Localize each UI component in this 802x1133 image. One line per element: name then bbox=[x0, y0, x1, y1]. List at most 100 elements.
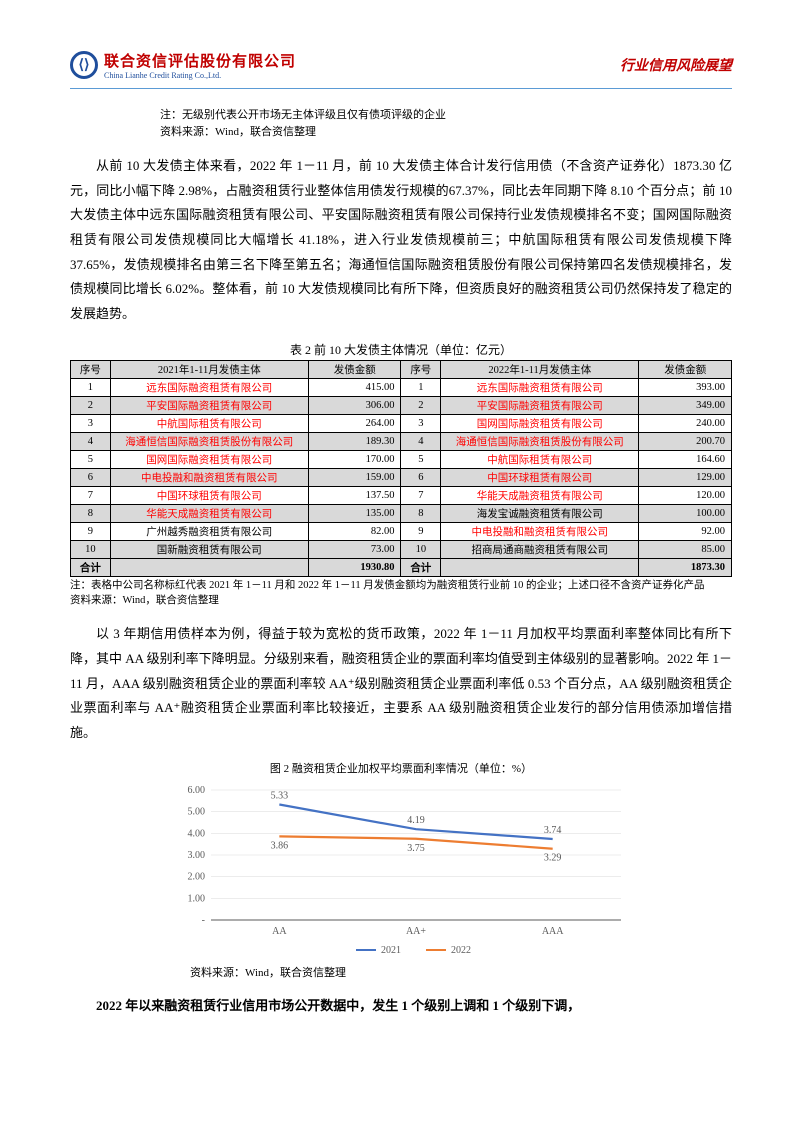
svg-text:AA: AA bbox=[272, 926, 287, 937]
table-cell: 415.00 bbox=[308, 378, 401, 396]
table-cell: 7 bbox=[401, 486, 441, 504]
table-cell: 349.00 bbox=[639, 396, 732, 414]
table-cell: 中航国际租赁有限公司 bbox=[110, 414, 308, 432]
table-cell: 中电投融和融资租赁有限公司 bbox=[441, 522, 639, 540]
table-cell: 3 bbox=[71, 414, 111, 432]
svg-text:3.75: 3.75 bbox=[407, 842, 425, 853]
table-cell: 4 bbox=[401, 432, 441, 450]
table-cell: 2 bbox=[71, 396, 111, 414]
table-cell: 3 bbox=[401, 414, 441, 432]
table-header: 2021年1-11月发债主体 bbox=[110, 360, 308, 378]
table-cell: 85.00 bbox=[639, 540, 732, 558]
table-cell: 华能天成融资租赁有限公司 bbox=[110, 504, 308, 522]
table-cell: 国网国际融资租赁有限公司 bbox=[110, 450, 308, 468]
table-cell: 92.00 bbox=[639, 522, 732, 540]
table-header: 2022年1-11月发债主体 bbox=[441, 360, 639, 378]
table-total-cell bbox=[110, 558, 308, 576]
note-line2: 资料来源：Wind，联合资信整理 bbox=[160, 124, 732, 141]
table-cell: 73.00 bbox=[308, 540, 401, 558]
table-cell: 200.70 bbox=[639, 432, 732, 450]
table-cell: 393.00 bbox=[639, 378, 732, 396]
table-cell: 129.00 bbox=[639, 468, 732, 486]
table-cell: 10 bbox=[71, 540, 111, 558]
svg-text:4.19: 4.19 bbox=[407, 815, 425, 826]
table-cell: 6 bbox=[71, 468, 111, 486]
table-cell: 264.00 bbox=[308, 414, 401, 432]
table-cell: 8 bbox=[71, 504, 111, 522]
logo-block: ⟨⟩ 联合资信评估股份有限公司 China Lianhe Credit Rati… bbox=[70, 50, 296, 80]
table-cell: 8 bbox=[401, 504, 441, 522]
table-cell: 招商局通商融资租赁有限公司 bbox=[441, 540, 639, 558]
table-total-cell: 合计 bbox=[71, 558, 111, 576]
table-cell: 189.30 bbox=[308, 432, 401, 450]
table-header: 序号 bbox=[71, 360, 111, 378]
page-header: ⟨⟩ 联合资信评估股份有限公司 China Lianhe Credit Rati… bbox=[70, 50, 732, 89]
svg-text:3.74: 3.74 bbox=[544, 825, 562, 836]
table-cell: 国新融资租赁有限公司 bbox=[110, 540, 308, 558]
table-cell: 159.00 bbox=[308, 468, 401, 486]
table-cell: 170.00 bbox=[308, 450, 401, 468]
table-header: 序号 bbox=[401, 360, 441, 378]
table-cell: 远东国际融资租赁有限公司 bbox=[110, 378, 308, 396]
table-cell: 中航国际租赁有限公司 bbox=[441, 450, 639, 468]
table-cell: 100.00 bbox=[639, 504, 732, 522]
paragraph-2: 以 3 年期信用债样本为例，得益于较为宽松的货币政策，2022 年 1－11 月… bbox=[70, 622, 732, 745]
table-cell: 海通恒信国际融资租赁股份有限公司 bbox=[110, 432, 308, 450]
table-cell: 广州越秀融资租赁有限公司 bbox=[110, 522, 308, 540]
table-cell: 远东国际融资租赁有限公司 bbox=[441, 378, 639, 396]
line-chart: 1.00 2.00 3.00 4.00 5.00 6.00 - AA AA+ AAA 5.33 4.1… bbox=[161, 780, 641, 960]
table-cell: 5 bbox=[71, 450, 111, 468]
svg-text:3.86: 3.86 bbox=[271, 840, 289, 851]
table-cell: 9 bbox=[401, 522, 441, 540]
table-cell: 7 bbox=[71, 486, 111, 504]
svg-text:AA+: AA+ bbox=[406, 926, 426, 937]
logo-cn: 联合资信评估股份有限公司 bbox=[104, 50, 296, 71]
svg-text:AAA: AAA bbox=[542, 926, 564, 937]
table-cell: 240.00 bbox=[639, 414, 732, 432]
svg-text:2022: 2022 bbox=[451, 945, 471, 956]
table-note-2: 资料来源：Wind，联合资信整理 bbox=[70, 595, 219, 606]
svg-text:1.00: 1.00 bbox=[188, 893, 206, 904]
svg-text:6.00: 6.00 bbox=[188, 785, 206, 796]
svg-text:3.29: 3.29 bbox=[544, 852, 562, 863]
chart-title: 图 2 融资租赁企业加权平均票面利率情况（单位：%） bbox=[70, 760, 732, 776]
table-header: 发债金额 bbox=[639, 360, 732, 378]
table-cell: 164.60 bbox=[639, 450, 732, 468]
table-cell: 5 bbox=[401, 450, 441, 468]
table-cell: 4 bbox=[71, 432, 111, 450]
table-cell: 中电投融和融资租赁有限公司 bbox=[110, 468, 308, 486]
table-cell: 平安国际融资租赁有限公司 bbox=[110, 396, 308, 414]
table-cell: 海发宝诚融资租赁有限公司 bbox=[441, 504, 639, 522]
svg-text:2.00: 2.00 bbox=[188, 871, 206, 882]
header-right: 行业信用风险展望 bbox=[620, 55, 732, 75]
svg-text:2021: 2021 bbox=[381, 945, 401, 956]
table-title: 表 2 前 10 大发债主体情况（单位：亿元） bbox=[70, 341, 732, 358]
table-cell: 1 bbox=[401, 378, 441, 396]
svg-text:5.33: 5.33 bbox=[271, 790, 289, 801]
table-cell: 10 bbox=[401, 540, 441, 558]
table-cell: 137.50 bbox=[308, 486, 401, 504]
svg-text:-: - bbox=[202, 915, 205, 926]
table-cell: 国网国际融资租赁有限公司 bbox=[441, 414, 639, 432]
svg-text:3.00: 3.00 bbox=[188, 850, 206, 861]
table-note: 注：表格中公司名称标红代表 2021 年 1－11 月和 2022 年 1－11… bbox=[70, 579, 732, 608]
table-cell: 9 bbox=[71, 522, 111, 540]
table-cell: 海通恒信国际融资租赁股份有限公司 bbox=[441, 432, 639, 450]
table-cell: 120.00 bbox=[639, 486, 732, 504]
svg-text:5.00: 5.00 bbox=[188, 806, 206, 817]
table-cell: 中国环球租赁有限公司 bbox=[110, 486, 308, 504]
logo-icon: ⟨⟩ bbox=[70, 51, 98, 79]
chart-note: 资料来源：Wind，联合资信整理 bbox=[190, 964, 732, 980]
table-total-cell: 合计 bbox=[401, 558, 441, 576]
issuer-table: 序号2021年1-11月发债主体发债金额序号2022年1-11月发债主体发债金额… bbox=[70, 360, 732, 577]
logo-text: 联合资信评估股份有限公司 China Lianhe Credit Rating … bbox=[104, 50, 296, 80]
table-cell: 2 bbox=[401, 396, 441, 414]
logo-en: China Lianhe Credit Rating Co.,Ltd. bbox=[104, 71, 296, 80]
note-line1: 注：无级别代表公开市场无主体评级且仅有债项评级的企业 bbox=[160, 107, 732, 124]
table-total-cell: 1873.30 bbox=[639, 558, 732, 576]
paragraph-3: 2022 年以来融资租赁行业信用市场公开数据中，发生 1 个级别上调和 1 个级… bbox=[70, 994, 732, 1019]
table-cell: 306.00 bbox=[308, 396, 401, 414]
table-cell: 6 bbox=[401, 468, 441, 486]
table-cell: 82.00 bbox=[308, 522, 401, 540]
svg-text:4.00: 4.00 bbox=[188, 828, 206, 839]
